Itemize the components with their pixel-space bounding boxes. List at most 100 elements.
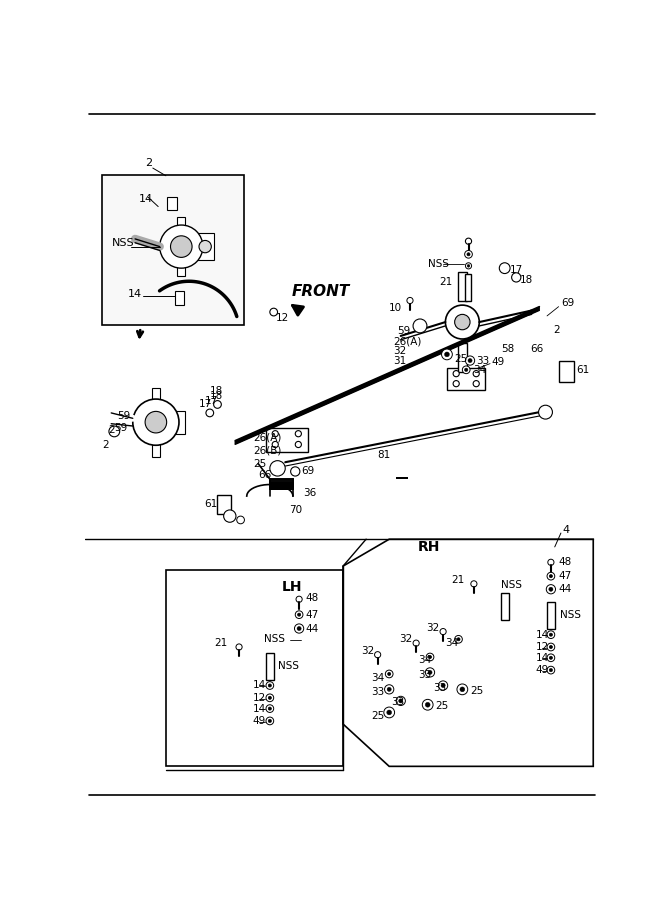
Circle shape <box>237 516 244 524</box>
Text: 21: 21 <box>440 277 452 287</box>
Text: 17: 17 <box>204 396 217 406</box>
Circle shape <box>291 467 300 476</box>
Text: 12: 12 <box>253 693 266 703</box>
Text: NSS: NSS <box>428 259 449 269</box>
Text: NSS: NSS <box>501 580 522 590</box>
Text: 66: 66 <box>530 344 544 354</box>
Text: 59: 59 <box>117 411 131 421</box>
Circle shape <box>266 694 273 702</box>
Circle shape <box>550 645 552 649</box>
Circle shape <box>297 626 301 631</box>
Circle shape <box>199 240 211 253</box>
Text: 34: 34 <box>446 638 459 648</box>
Text: 18: 18 <box>210 386 223 396</box>
Text: 33: 33 <box>476 356 490 365</box>
Circle shape <box>549 669 553 671</box>
Circle shape <box>109 426 119 436</box>
Circle shape <box>548 559 554 565</box>
Circle shape <box>387 710 392 715</box>
Circle shape <box>455 635 462 644</box>
Circle shape <box>266 705 273 713</box>
Text: NSS: NSS <box>560 610 581 620</box>
Text: 14: 14 <box>139 194 153 204</box>
Text: 25: 25 <box>253 459 266 469</box>
Bar <box>266 653 273 680</box>
Circle shape <box>268 697 271 699</box>
Bar <box>458 272 467 302</box>
Text: 25: 25 <box>470 686 484 696</box>
Circle shape <box>547 631 555 638</box>
Text: NSS: NSS <box>264 634 285 644</box>
Circle shape <box>413 319 427 333</box>
Text: 81: 81 <box>378 449 391 460</box>
Circle shape <box>295 441 301 447</box>
Circle shape <box>500 263 510 274</box>
Text: 14: 14 <box>127 289 141 300</box>
Circle shape <box>426 668 435 677</box>
Bar <box>465 274 471 302</box>
Circle shape <box>388 672 391 676</box>
Bar <box>266 428 308 452</box>
Circle shape <box>453 381 460 387</box>
Text: 34: 34 <box>418 655 431 665</box>
Text: 61: 61 <box>204 499 217 508</box>
Text: 49: 49 <box>536 665 549 675</box>
Bar <box>197 233 213 260</box>
Text: 14: 14 <box>536 652 549 662</box>
Circle shape <box>550 633 552 636</box>
Text: 32: 32 <box>361 646 374 656</box>
Text: 2: 2 <box>102 440 109 450</box>
Text: NSS: NSS <box>277 662 299 671</box>
Circle shape <box>465 250 472 258</box>
Bar <box>177 217 185 233</box>
Circle shape <box>550 574 552 578</box>
Text: 33: 33 <box>418 670 431 680</box>
Circle shape <box>467 253 470 256</box>
Circle shape <box>295 611 303 618</box>
Text: 21: 21 <box>451 575 464 585</box>
Circle shape <box>467 265 470 267</box>
Bar <box>217 495 231 514</box>
Circle shape <box>171 236 192 257</box>
Circle shape <box>236 644 242 650</box>
Circle shape <box>549 587 553 591</box>
Text: 33: 33 <box>433 683 446 693</box>
Text: 59: 59 <box>114 423 127 433</box>
Text: 2: 2 <box>108 425 115 435</box>
Circle shape <box>375 652 381 658</box>
Circle shape <box>512 273 521 282</box>
Text: 14: 14 <box>253 704 266 714</box>
Text: 10: 10 <box>389 303 402 313</box>
Circle shape <box>295 430 301 436</box>
Circle shape <box>538 405 552 419</box>
Text: 36: 36 <box>303 488 316 498</box>
Bar <box>458 343 467 372</box>
Text: 34: 34 <box>473 364 486 374</box>
Circle shape <box>223 510 236 522</box>
Text: 17: 17 <box>199 400 212 410</box>
Circle shape <box>159 225 203 268</box>
Circle shape <box>547 644 555 651</box>
Circle shape <box>457 638 460 641</box>
Text: 47: 47 <box>558 572 572 581</box>
Circle shape <box>453 371 460 377</box>
Circle shape <box>268 719 271 723</box>
Circle shape <box>270 461 285 476</box>
Circle shape <box>270 308 277 316</box>
Text: LH: LH <box>281 580 302 594</box>
Bar <box>175 292 184 305</box>
Circle shape <box>407 297 413 303</box>
Text: NSS: NSS <box>112 238 135 248</box>
Bar <box>447 368 486 390</box>
Text: 26(B): 26(B) <box>253 446 281 455</box>
Circle shape <box>295 624 303 633</box>
Circle shape <box>441 683 445 688</box>
Circle shape <box>460 687 465 692</box>
Bar <box>102 175 244 325</box>
Circle shape <box>296 596 302 602</box>
Circle shape <box>473 381 480 387</box>
Circle shape <box>297 613 301 617</box>
Text: 48: 48 <box>558 557 572 567</box>
Text: RH: RH <box>418 540 440 554</box>
Circle shape <box>455 314 470 329</box>
